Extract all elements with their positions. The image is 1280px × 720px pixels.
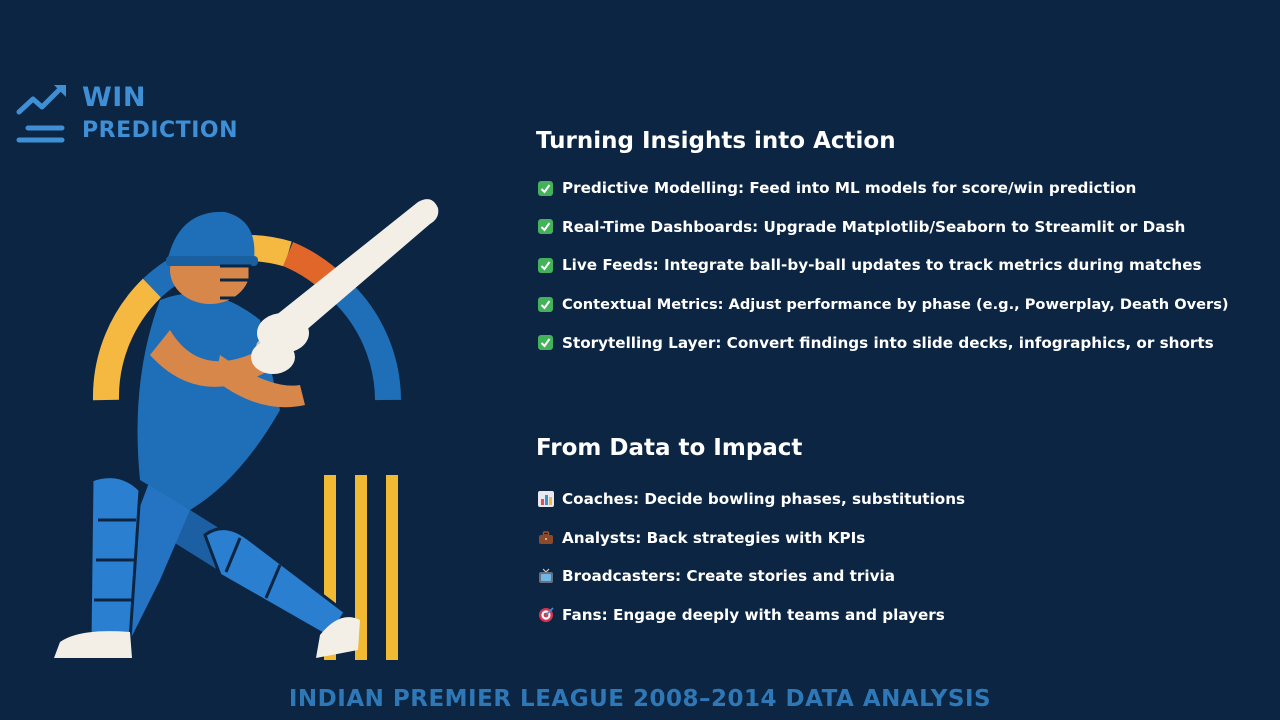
logo-title-line1: WIN	[82, 82, 146, 113]
logo: WIN PREDICTION	[16, 82, 256, 152]
insights-list: Predictive Modelling: Feed into ML model…	[538, 169, 1229, 362]
checkmark-icon	[538, 296, 553, 312]
section-title-insights: Turning Insights into Action	[536, 128, 896, 154]
section-title-impact: From Data to Impact	[536, 435, 803, 461]
list-item-text: Storytelling Layer: Convert findings int…	[562, 333, 1214, 352]
list-item-text: Broadcasters: Create stories and trivia	[562, 567, 895, 586]
list-item: Analysts: Back strategies with KPIs	[538, 519, 965, 558]
list-item: Predictive Modelling: Feed into ML model…	[538, 169, 1229, 208]
television-icon	[538, 568, 554, 584]
list-item: Fans: Engage deeply with teams and playe…	[538, 596, 965, 635]
list-item: Real-Time Dashboards: Upgrade Matplotlib…	[538, 208, 1229, 247]
trend-chart-icon	[16, 85, 66, 143]
target-icon	[538, 607, 554, 623]
list-item: Coaches: Decide bowling phases, substitu…	[538, 480, 965, 519]
list-item: Contextual Metrics: Adjust performance b…	[538, 285, 1229, 324]
list-item: Broadcasters: Create stories and trivia	[538, 557, 965, 596]
helmet	[166, 211, 258, 304]
checkmark-icon	[538, 335, 553, 351]
list-item: Live Feeds: Integrate ball-by-ball updat…	[538, 246, 1229, 285]
list-item-text: Contextual Metrics: Adjust performance b…	[562, 295, 1229, 313]
cricket-batsman-illustration	[40, 180, 460, 670]
list-item: Storytelling Layer: Convert findings int…	[538, 323, 1229, 362]
checkmark-icon	[538, 180, 553, 196]
list-item-text: Analysts: Back strategies with KPIs	[562, 528, 866, 547]
bar-chart-icon	[538, 491, 554, 508]
list-item-text: Real-Time Dashboards: Upgrade Matplotlib…	[562, 217, 1186, 236]
list-item-text: Predictive Modelling: Feed into ML model…	[562, 179, 1137, 198]
checkmark-icon	[538, 219, 553, 235]
footer-title: INDIAN PREMIER LEAGUE 2008–2014 DATA ANA…	[288, 686, 992, 712]
list-item-text: Coaches: Decide bowling phases, substitu…	[562, 490, 966, 509]
list-item-text: Fans: Engage deeply with teams and playe…	[562, 606, 945, 625]
logo-title-line2: PREDICTION	[82, 118, 238, 143]
list-item-text: Live Feeds: Integrate ball-by-ball updat…	[562, 256, 1202, 275]
briefcase-icon	[538, 530, 554, 546]
checkmark-icon	[538, 257, 553, 273]
impact-list: Coaches: Decide bowling phases, substitu…	[538, 480, 965, 634]
